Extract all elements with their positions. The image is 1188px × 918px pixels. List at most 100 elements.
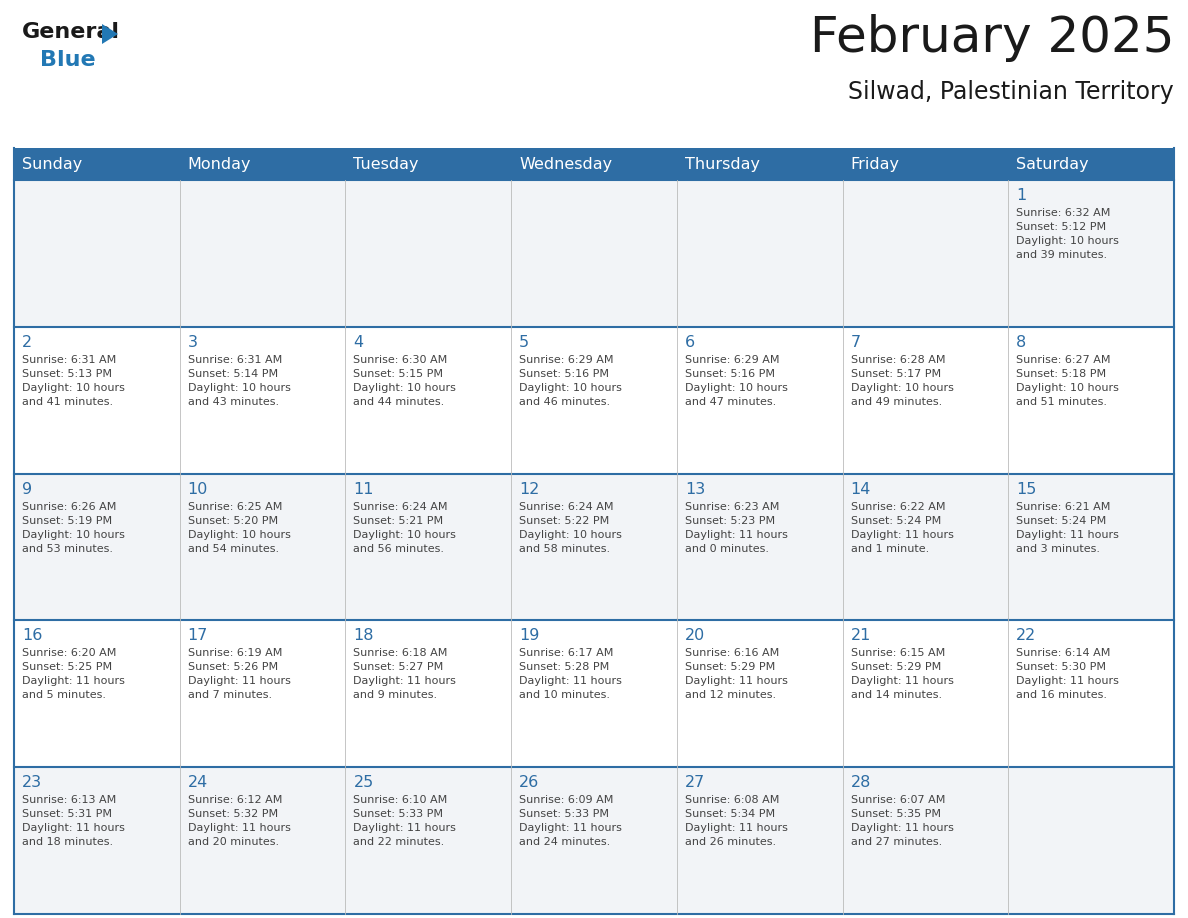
Text: 3: 3: [188, 335, 197, 350]
Bar: [14, 621, 179, 767]
Text: Sunrise: 6:24 AM
Sunset: 5:22 PM
Daylight: 10 hours
and 58 minutes.: Sunrise: 6:24 AM Sunset: 5:22 PM Dayligh…: [519, 501, 623, 554]
Text: 9: 9: [23, 482, 32, 497]
Bar: [842, 474, 1009, 621]
Bar: [1009, 180, 1174, 327]
Bar: [14, 148, 1174, 180]
Text: Silwad, Palestinian Territory: Silwad, Palestinian Territory: [848, 80, 1174, 104]
Text: Sunrise: 6:17 AM
Sunset: 5:28 PM
Daylight: 11 hours
and 10 minutes.: Sunrise: 6:17 AM Sunset: 5:28 PM Dayligh…: [519, 648, 623, 700]
Bar: [14, 767, 179, 914]
Text: Thursday: Thursday: [684, 156, 760, 172]
Text: Sunrise: 6:18 AM
Sunset: 5:27 PM
Daylight: 11 hours
and 9 minutes.: Sunrise: 6:18 AM Sunset: 5:27 PM Dayligh…: [353, 648, 456, 700]
Text: 14: 14: [851, 482, 871, 497]
Text: 11: 11: [353, 482, 374, 497]
Text: 10: 10: [188, 482, 208, 497]
Text: 27: 27: [684, 775, 706, 790]
Text: 17: 17: [188, 629, 208, 644]
Bar: [677, 327, 842, 474]
Text: 23: 23: [23, 775, 42, 790]
Bar: [511, 474, 677, 621]
Text: General: General: [23, 22, 120, 42]
Text: Sunrise: 6:26 AM
Sunset: 5:19 PM
Daylight: 10 hours
and 53 minutes.: Sunrise: 6:26 AM Sunset: 5:19 PM Dayligh…: [23, 501, 125, 554]
Text: Blue: Blue: [40, 50, 95, 70]
Text: Sunrise: 6:20 AM
Sunset: 5:25 PM
Daylight: 11 hours
and 5 minutes.: Sunrise: 6:20 AM Sunset: 5:25 PM Dayligh…: [23, 648, 125, 700]
Bar: [511, 767, 677, 914]
Bar: [511, 180, 677, 327]
Text: Sunrise: 6:30 AM
Sunset: 5:15 PM
Daylight: 10 hours
and 44 minutes.: Sunrise: 6:30 AM Sunset: 5:15 PM Dayligh…: [353, 354, 456, 407]
Text: Sunrise: 6:31 AM
Sunset: 5:13 PM
Daylight: 10 hours
and 41 minutes.: Sunrise: 6:31 AM Sunset: 5:13 PM Dayligh…: [23, 354, 125, 407]
Bar: [842, 180, 1009, 327]
Text: 18: 18: [353, 629, 374, 644]
Bar: [179, 327, 346, 474]
Text: Sunrise: 6:15 AM
Sunset: 5:29 PM
Daylight: 11 hours
and 14 minutes.: Sunrise: 6:15 AM Sunset: 5:29 PM Dayligh…: [851, 648, 954, 700]
Bar: [346, 474, 511, 621]
Bar: [842, 621, 1009, 767]
Text: 5: 5: [519, 335, 530, 350]
Text: Sunrise: 6:22 AM
Sunset: 5:24 PM
Daylight: 11 hours
and 1 minute.: Sunrise: 6:22 AM Sunset: 5:24 PM Dayligh…: [851, 501, 954, 554]
Text: 20: 20: [684, 629, 706, 644]
Text: Monday: Monday: [188, 156, 251, 172]
Text: 13: 13: [684, 482, 706, 497]
Text: 8: 8: [1016, 335, 1026, 350]
Bar: [179, 474, 346, 621]
Text: Wednesday: Wednesday: [519, 156, 612, 172]
Text: Tuesday: Tuesday: [353, 156, 419, 172]
Text: Sunrise: 6:29 AM
Sunset: 5:16 PM
Daylight: 10 hours
and 46 minutes.: Sunrise: 6:29 AM Sunset: 5:16 PM Dayligh…: [519, 354, 623, 407]
Bar: [179, 180, 346, 327]
Bar: [346, 180, 511, 327]
Text: 21: 21: [851, 629, 871, 644]
Text: Saturday: Saturday: [1016, 156, 1089, 172]
Text: 2: 2: [23, 335, 32, 350]
Text: Sunrise: 6:32 AM
Sunset: 5:12 PM
Daylight: 10 hours
and 39 minutes.: Sunrise: 6:32 AM Sunset: 5:12 PM Dayligh…: [1016, 208, 1119, 260]
Text: Sunrise: 6:10 AM
Sunset: 5:33 PM
Daylight: 11 hours
and 22 minutes.: Sunrise: 6:10 AM Sunset: 5:33 PM Dayligh…: [353, 795, 456, 847]
Bar: [677, 474, 842, 621]
Bar: [346, 327, 511, 474]
Text: Sunrise: 6:25 AM
Sunset: 5:20 PM
Daylight: 10 hours
and 54 minutes.: Sunrise: 6:25 AM Sunset: 5:20 PM Dayligh…: [188, 501, 291, 554]
Bar: [14, 474, 179, 621]
Text: 7: 7: [851, 335, 860, 350]
Text: Sunday: Sunday: [23, 156, 82, 172]
Bar: [511, 327, 677, 474]
Bar: [511, 621, 677, 767]
Text: 15: 15: [1016, 482, 1037, 497]
Bar: [1009, 621, 1174, 767]
Polygon shape: [102, 24, 118, 44]
Text: 22: 22: [1016, 629, 1037, 644]
Bar: [677, 180, 842, 327]
Text: Sunrise: 6:16 AM
Sunset: 5:29 PM
Daylight: 11 hours
and 12 minutes.: Sunrise: 6:16 AM Sunset: 5:29 PM Dayligh…: [684, 648, 788, 700]
Bar: [842, 767, 1009, 914]
Text: Sunrise: 6:13 AM
Sunset: 5:31 PM
Daylight: 11 hours
and 18 minutes.: Sunrise: 6:13 AM Sunset: 5:31 PM Dayligh…: [23, 795, 125, 847]
Text: 25: 25: [353, 775, 374, 790]
Text: 16: 16: [23, 629, 43, 644]
Text: Sunrise: 6:19 AM
Sunset: 5:26 PM
Daylight: 11 hours
and 7 minutes.: Sunrise: 6:19 AM Sunset: 5:26 PM Dayligh…: [188, 648, 291, 700]
Bar: [842, 327, 1009, 474]
Text: Friday: Friday: [851, 156, 899, 172]
Bar: [1009, 474, 1174, 621]
Text: Sunrise: 6:29 AM
Sunset: 5:16 PM
Daylight: 10 hours
and 47 minutes.: Sunrise: 6:29 AM Sunset: 5:16 PM Dayligh…: [684, 354, 788, 407]
Bar: [346, 767, 511, 914]
Bar: [179, 767, 346, 914]
Bar: [1009, 767, 1174, 914]
Text: 6: 6: [684, 335, 695, 350]
Text: 26: 26: [519, 775, 539, 790]
Bar: [14, 327, 179, 474]
Text: 28: 28: [851, 775, 871, 790]
Text: Sunrise: 6:23 AM
Sunset: 5:23 PM
Daylight: 11 hours
and 0 minutes.: Sunrise: 6:23 AM Sunset: 5:23 PM Dayligh…: [684, 501, 788, 554]
Bar: [346, 621, 511, 767]
Text: 1: 1: [1016, 188, 1026, 203]
Bar: [14, 180, 179, 327]
Bar: [1009, 327, 1174, 474]
Bar: [677, 767, 842, 914]
Text: 24: 24: [188, 775, 208, 790]
Text: Sunrise: 6:12 AM
Sunset: 5:32 PM
Daylight: 11 hours
and 20 minutes.: Sunrise: 6:12 AM Sunset: 5:32 PM Dayligh…: [188, 795, 291, 847]
Text: Sunrise: 6:27 AM
Sunset: 5:18 PM
Daylight: 10 hours
and 51 minutes.: Sunrise: 6:27 AM Sunset: 5:18 PM Dayligh…: [1016, 354, 1119, 407]
Text: 19: 19: [519, 629, 539, 644]
Text: Sunrise: 6:28 AM
Sunset: 5:17 PM
Daylight: 10 hours
and 49 minutes.: Sunrise: 6:28 AM Sunset: 5:17 PM Dayligh…: [851, 354, 954, 407]
Text: Sunrise: 6:21 AM
Sunset: 5:24 PM
Daylight: 11 hours
and 3 minutes.: Sunrise: 6:21 AM Sunset: 5:24 PM Dayligh…: [1016, 501, 1119, 554]
Text: Sunrise: 6:24 AM
Sunset: 5:21 PM
Daylight: 10 hours
and 56 minutes.: Sunrise: 6:24 AM Sunset: 5:21 PM Dayligh…: [353, 501, 456, 554]
Text: Sunrise: 6:08 AM
Sunset: 5:34 PM
Daylight: 11 hours
and 26 minutes.: Sunrise: 6:08 AM Sunset: 5:34 PM Dayligh…: [684, 795, 788, 847]
Text: Sunrise: 6:09 AM
Sunset: 5:33 PM
Daylight: 11 hours
and 24 minutes.: Sunrise: 6:09 AM Sunset: 5:33 PM Dayligh…: [519, 795, 623, 847]
Text: Sunrise: 6:14 AM
Sunset: 5:30 PM
Daylight: 11 hours
and 16 minutes.: Sunrise: 6:14 AM Sunset: 5:30 PM Dayligh…: [1016, 648, 1119, 700]
Text: 12: 12: [519, 482, 539, 497]
Bar: [179, 621, 346, 767]
Text: February 2025: February 2025: [809, 14, 1174, 62]
